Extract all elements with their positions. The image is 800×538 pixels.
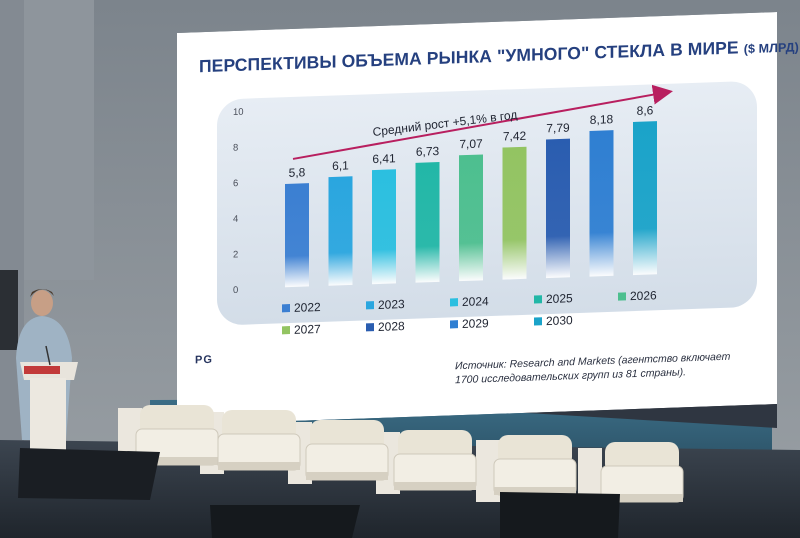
legend-swatch-2024 bbox=[450, 298, 458, 307]
legend-swatch-2030 bbox=[534, 317, 542, 326]
legend-swatch-2022 bbox=[282, 304, 290, 313]
legend-label-2024: 2024 bbox=[462, 294, 489, 309]
bar-2025 bbox=[415, 162, 440, 283]
bar-2027 bbox=[502, 146, 527, 280]
y-tick-label: 0 bbox=[233, 285, 238, 296]
legend-label-2028: 2028 bbox=[378, 319, 405, 334]
legend-swatch-2026 bbox=[618, 292, 626, 301]
legend-label-2029: 2029 bbox=[462, 316, 489, 331]
legend-swatch-2028 bbox=[366, 323, 374, 332]
legend-label-2022: 2022 bbox=[294, 300, 321, 315]
data-label-2023: 6,1 bbox=[332, 158, 349, 173]
y-tick-label: 2 bbox=[233, 249, 238, 260]
legend-label-2027: 2027 bbox=[294, 322, 321, 337]
legend-label-2030: 2030 bbox=[546, 313, 573, 328]
lectern bbox=[20, 345, 78, 450]
growth-arrow bbox=[292, 84, 673, 160]
legend-swatch-2029 bbox=[450, 320, 458, 329]
legend-label-2026: 2026 bbox=[630, 288, 657, 303]
armchair bbox=[305, 420, 389, 481]
legend-label-2023: 2023 bbox=[378, 297, 405, 312]
armchair-row bbox=[118, 405, 684, 510]
data-label-2025: 6,73 bbox=[416, 144, 440, 159]
armchair bbox=[217, 410, 301, 471]
floor-monitors bbox=[18, 448, 620, 538]
armchair bbox=[600, 442, 684, 503]
bar-chart: 0 2 4 6 8 10 5,8 6,1 6,41 6,73 7,07 7,42 7,79 8,18 8,6… bbox=[233, 84, 673, 337]
y-tick-label: 4 bbox=[233, 214, 238, 225]
data-label-2028: 7,79 bbox=[546, 121, 570, 136]
armchair bbox=[493, 435, 577, 496]
slide-canvas: 0 2 4 6 8 10 5,8 6,1 6,41 6,73 7,07 7,42 7,79 8,18 8,6… bbox=[177, 12, 777, 425]
legend-swatch-2025 bbox=[534, 295, 542, 304]
data-label-2030: 8,6 bbox=[637, 103, 654, 118]
bar-2023 bbox=[328, 176, 353, 286]
side-display bbox=[0, 270, 18, 350]
legend-swatch-2023 bbox=[366, 301, 374, 310]
bar-2022 bbox=[285, 183, 309, 288]
bar-2030 bbox=[633, 121, 657, 276]
y-tick-label: 8 bbox=[233, 142, 238, 153]
bar-2026 bbox=[459, 154, 483, 282]
armchair bbox=[393, 430, 477, 491]
y-tick-label: 6 bbox=[233, 178, 238, 189]
legend-swatch-2027 bbox=[282, 326, 290, 335]
presentation-slide: 0 2 4 6 8 10 5,8 6,1 6,41 6,73 7,07 7,42 7,79 8,18 8,6… bbox=[177, 12, 799, 425]
y-tick-label: 10 bbox=[233, 107, 244, 118]
data-label-2026: 7,07 bbox=[459, 136, 483, 151]
data-label-2022: 5,8 bbox=[289, 165, 306, 180]
bar-2024 bbox=[372, 169, 396, 285]
data-label-2024: 6,41 bbox=[372, 151, 396, 166]
data-label-2027: 7,42 bbox=[503, 129, 527, 144]
data-label-2029: 8,18 bbox=[590, 112, 614, 127]
bar-2028 bbox=[546, 138, 570, 279]
bar-2029 bbox=[589, 130, 614, 277]
legend-label-2025: 2025 bbox=[546, 291, 573, 306]
